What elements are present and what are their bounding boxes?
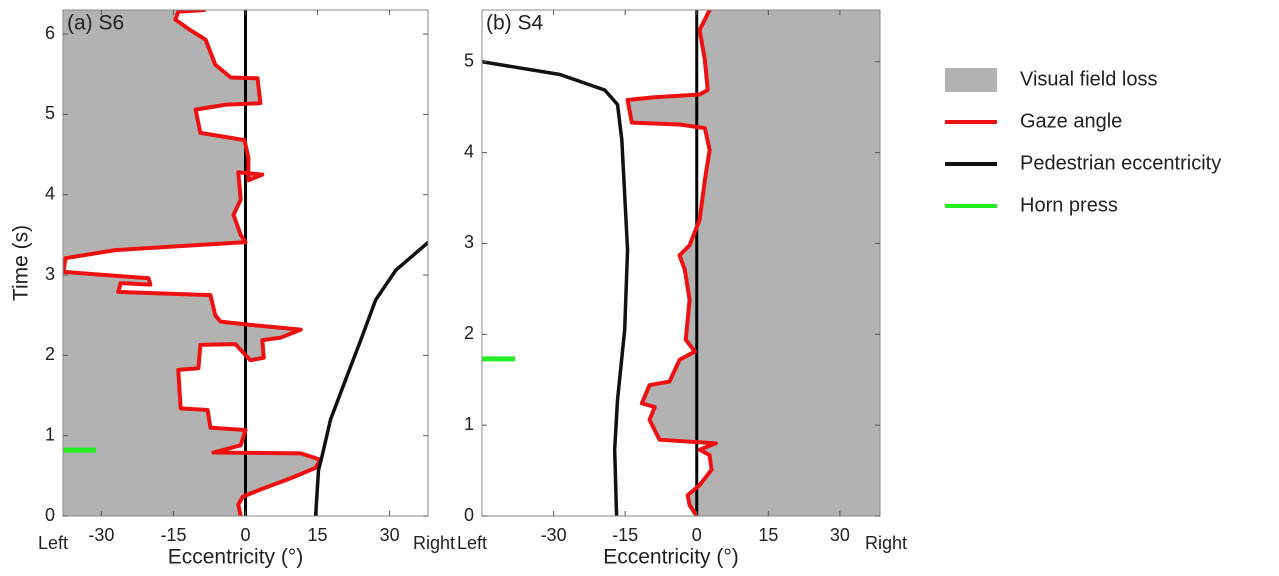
x-tick-label: 0 (692, 525, 702, 545)
panel (482, 10, 880, 516)
legend-label: Pedestrian eccentricity (1020, 152, 1221, 174)
panel-title: (a) S6 (67, 12, 124, 35)
y-tick-label: 6 (45, 23, 55, 43)
y-tick-label: 5 (464, 51, 474, 71)
x-tick-label: 15 (308, 525, 328, 545)
x-tick-label: -15 (612, 525, 638, 545)
x-tick-label: 15 (758, 525, 778, 545)
x-right-label: Right (413, 533, 455, 553)
y-tick-label: 0 (45, 505, 55, 525)
y-tick-label: 1 (45, 424, 55, 444)
x-axis-label: Eccentricity (°) (168, 546, 304, 569)
y-axis-label: Time (s) (10, 225, 33, 301)
y-tick-label: 5 (45, 103, 55, 123)
legend-label: Gaze angle (1020, 110, 1122, 132)
x-axis-label: Eccentricity (°) (603, 546, 739, 569)
y-tick-label: 2 (45, 344, 55, 364)
y-tick-label: 4 (464, 141, 474, 161)
x-tick-label: -30 (88, 525, 114, 545)
panel-title: (b) S4 (486, 12, 544, 35)
x-tick-label: 30 (380, 525, 400, 545)
field-loss-area (63, 10, 321, 516)
y-tick-label: 2 (464, 323, 474, 343)
gaze-line (625, 10, 718, 516)
x-tick-label: -15 (160, 525, 186, 545)
y-tick-label: 1 (464, 414, 474, 434)
legend-label: Horn press (1020, 194, 1118, 216)
x-left-label: Left (38, 533, 68, 553)
x-left-label: Left (457, 533, 487, 553)
plot-frame (481, 9, 881, 517)
gaze-line (63, 10, 323, 516)
y-tick-label: 4 (45, 183, 55, 203)
y-tick-label: 3 (45, 264, 55, 284)
legend-swatch (945, 68, 997, 92)
panel (63, 10, 428, 516)
pedestrian-line (313, 240, 428, 516)
y-tick-label: 3 (464, 232, 474, 252)
x-right-label: Right (865, 533, 907, 553)
y-tick-label: 0 (464, 505, 474, 525)
pedestrian-line (482, 60, 630, 516)
field-loss-area (627, 10, 880, 516)
x-tick-label: 30 (830, 525, 850, 545)
x-tick-label: 0 (240, 525, 250, 545)
x-tick-label: -30 (541, 525, 567, 545)
legend-label: Visual field loss (1020, 68, 1157, 90)
